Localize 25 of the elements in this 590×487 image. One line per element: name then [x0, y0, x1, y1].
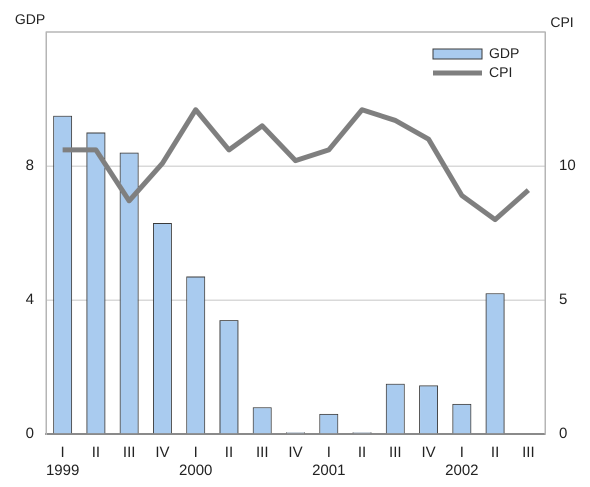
x-tick-label: III [389, 444, 402, 462]
x-tick-label: IV [155, 444, 170, 462]
legend-label: CPI [489, 64, 512, 80]
x-tick-label: IV [288, 444, 303, 462]
y2-tick-label: 10 [559, 157, 576, 174]
x-tick-label: I 2002 [445, 444, 479, 480]
y2-tick-label: 0 [559, 425, 568, 442]
y-tick-label: 0 [26, 425, 34, 442]
x-tick-label: I 1999 [46, 444, 80, 480]
y-tick-label: 4 [26, 291, 34, 308]
y2-tick-label: 5 [559, 291, 568, 308]
y-axis-title: GDP [14, 10, 46, 27]
y2-axis-title: CPI [550, 14, 574, 30]
x-tick-label: I 2000 [179, 444, 212, 480]
legend-label: GDP [489, 44, 520, 61]
x-tick-label: IV [421, 444, 436, 462]
x-tick-label: II [358, 444, 366, 462]
x-tick-label: II [92, 444, 100, 462]
x-tick-label: III [122, 444, 136, 462]
x-tick-label: II [490, 444, 500, 462]
x-tick-label: III [256, 444, 268, 462]
x-tick-label: I 2001 [312, 444, 346, 480]
x-tick-label: II [224, 444, 234, 462]
y-tick-label: 8 [26, 157, 34, 174]
x-tick-label: III [522, 444, 535, 462]
